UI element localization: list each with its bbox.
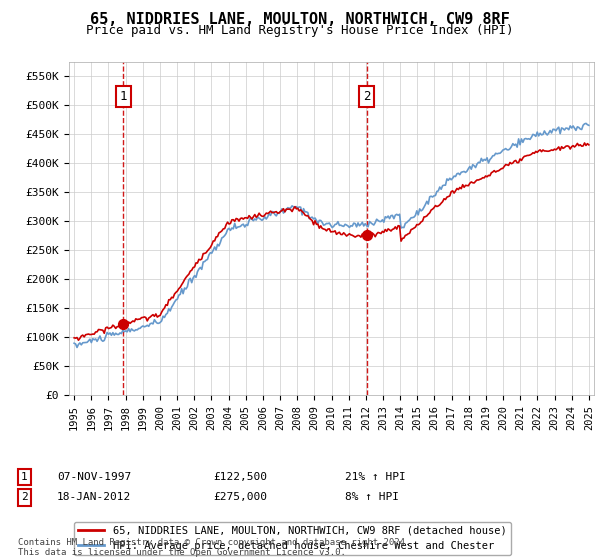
Text: 1: 1: [119, 90, 127, 103]
Text: 1: 1: [21, 472, 28, 482]
Text: 2: 2: [21, 492, 28, 502]
Text: 2: 2: [363, 90, 370, 103]
Legend: 65, NIDDRIES LANE, MOULTON, NORTHWICH, CW9 8RF (detached house), HPI: Average pr: 65, NIDDRIES LANE, MOULTON, NORTHWICH, C…: [74, 521, 511, 555]
Text: 65, NIDDRIES LANE, MOULTON, NORTHWICH, CW9 8RF: 65, NIDDRIES LANE, MOULTON, NORTHWICH, C…: [90, 12, 510, 27]
Text: 07-NOV-1997: 07-NOV-1997: [57, 472, 131, 482]
Text: £122,500: £122,500: [213, 472, 267, 482]
Text: Contains HM Land Registry data © Crown copyright and database right 2024.
This d: Contains HM Land Registry data © Crown c…: [18, 538, 410, 557]
Text: 21% ↑ HPI: 21% ↑ HPI: [345, 472, 406, 482]
Text: Price paid vs. HM Land Registry's House Price Index (HPI): Price paid vs. HM Land Registry's House …: [86, 24, 514, 37]
Point: [362, 231, 371, 240]
Text: £275,000: £275,000: [213, 492, 267, 502]
Point: [118, 319, 128, 328]
Text: 8% ↑ HPI: 8% ↑ HPI: [345, 492, 399, 502]
Text: 18-JAN-2012: 18-JAN-2012: [57, 492, 131, 502]
